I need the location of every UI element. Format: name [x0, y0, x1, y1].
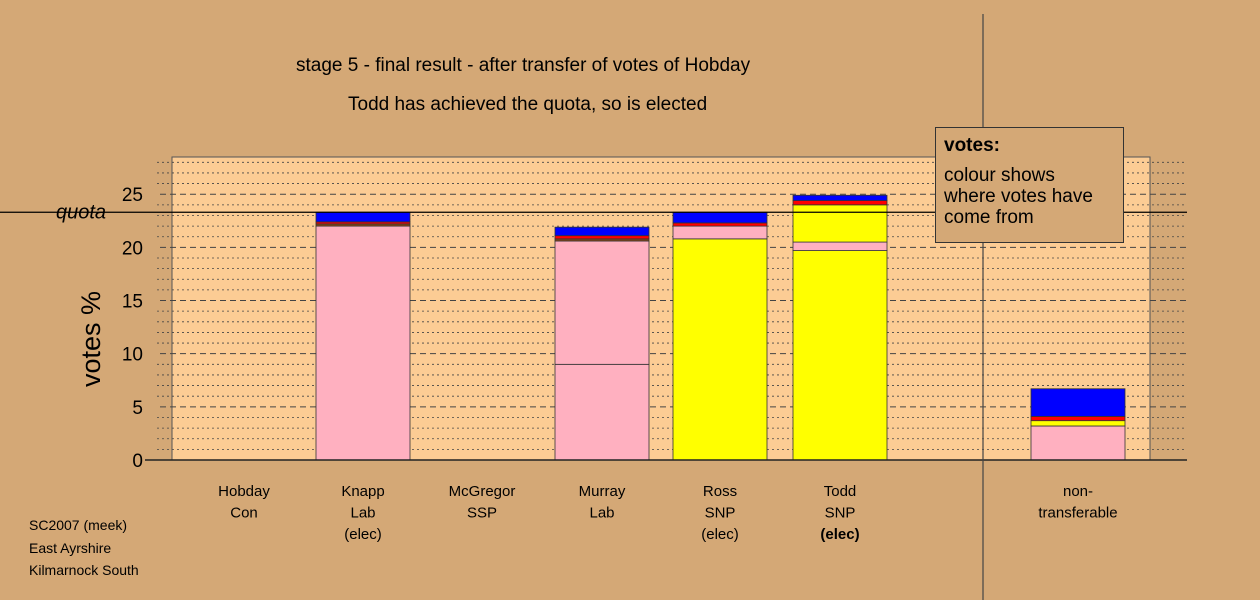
- x-tick-label: transferable: [1038, 505, 1117, 522]
- footer-council: East Ayrshire: [29, 540, 112, 556]
- bar-segment: [315, 211, 411, 223]
- bar-segment: [672, 225, 768, 240]
- x-axis-categories: Hobday Con Knapp Lab (elec) McGregor SSP Murray…: [218, 483, 1117, 543]
- y-tick-label: 0: [132, 451, 143, 472]
- chart-title: stage 5 - final result - after transfer …: [296, 55, 751, 76]
- bar-segment: [1030, 420, 1126, 427]
- y-tick-label: 5: [132, 398, 143, 419]
- bar-segment: [792, 194, 888, 201]
- bar-segment: [554, 226, 650, 237]
- quota-label: quota: [56, 201, 106, 223]
- y-tick-label: 25: [122, 185, 143, 206]
- y-tick-label: 10: [122, 345, 143, 366]
- bar-segment: [554, 363, 650, 461]
- bar-segment: [554, 235, 650, 240]
- x-tick-label: SSP: [467, 505, 497, 522]
- x-tick-label: (elec): [701, 526, 739, 543]
- x-tick-label: Hobday: [218, 483, 270, 500]
- bar-segment: [1030, 388, 1126, 417]
- y-axis-label: votes %: [76, 291, 106, 387]
- bar-segment: [1030, 425, 1126, 461]
- bar-segment: [554, 240, 650, 365]
- x-tick-label: Lab: [350, 505, 375, 522]
- x-tick-label: McGregor: [449, 483, 516, 500]
- x-tick-label: Con: [230, 505, 258, 522]
- y-tick-label: 15: [122, 292, 143, 313]
- footer-election: SC2007 (meek): [29, 517, 128, 533]
- x-tick-label: SNP: [825, 505, 856, 522]
- x-tick-label: Ross: [703, 483, 737, 500]
- bar-segment: [672, 222, 768, 227]
- legend-text: colour shows where votes have come from: [944, 165, 1093, 228]
- x-tick-label: (elec): [820, 526, 859, 543]
- y-axis-ticks: 0 5 10 15 20 25: [122, 185, 143, 472]
- bar-segment: [1030, 416, 1126, 422]
- x-tick-label: Todd: [824, 483, 857, 500]
- bar-segment: [792, 250, 888, 461]
- x-tick-label: Murray: [579, 483, 626, 500]
- y-tick-label: 20: [122, 238, 143, 259]
- x-tick-label: Lab: [589, 505, 614, 522]
- x-tick-label: SNP: [705, 505, 736, 522]
- bar-segment: [792, 241, 888, 251]
- bar-segment: [315, 225, 411, 461]
- bar-segment: [672, 211, 768, 224]
- x-tick-label: non-: [1063, 483, 1093, 500]
- x-tick-label: (elec): [344, 526, 382, 543]
- bar-segment: [792, 200, 888, 206]
- legend-box: votes: colour shows where votes have com…: [935, 127, 1124, 243]
- footer-ward: Kilmarnock South: [29, 562, 139, 578]
- chart-subtitle: Todd has achieved the quota, so is elect…: [348, 94, 708, 115]
- legend-heading: votes:: [944, 135, 1000, 156]
- x-tick-label: Knapp: [341, 483, 384, 500]
- bar-segment: [792, 204, 888, 243]
- bars: [315, 194, 1126, 461]
- bar-segment: [672, 238, 768, 461]
